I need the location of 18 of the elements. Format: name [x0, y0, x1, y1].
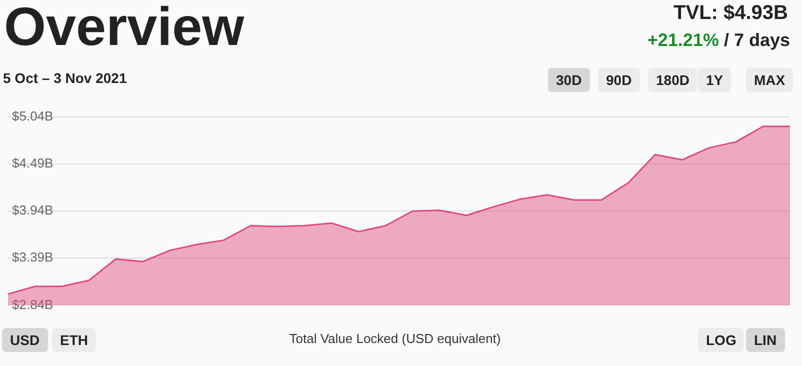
text: LIN	[746, 328, 785, 352]
text: TVL: $4.93B	[674, 2, 788, 25]
text: 30D	[548, 68, 590, 92]
text: USD	[2, 328, 48, 352]
y-tick-label: $4.49B	[12, 156, 54, 171]
chart-subtitle: 5 Oct – 3 Nov 2021	[3, 70, 127, 86]
y-tick-label: $3.39B	[12, 250, 54, 265]
text: 90D	[598, 68, 640, 92]
y-tick-label: $3.94B	[12, 202, 54, 218]
text: 1Y	[698, 68, 732, 92]
text: MAX	[746, 68, 794, 92]
text: 180D	[648, 68, 698, 92]
text: LOG	[698, 328, 744, 352]
text: ETH	[52, 328, 96, 352]
chart-title: Overview	[4, 0, 244, 58]
text: Total Value Locked (USD equivalent)	[289, 331, 501, 346]
text: +21.21% / 7 days	[647, 30, 790, 51]
y-tick-label: $5.04B	[12, 108, 54, 124]
